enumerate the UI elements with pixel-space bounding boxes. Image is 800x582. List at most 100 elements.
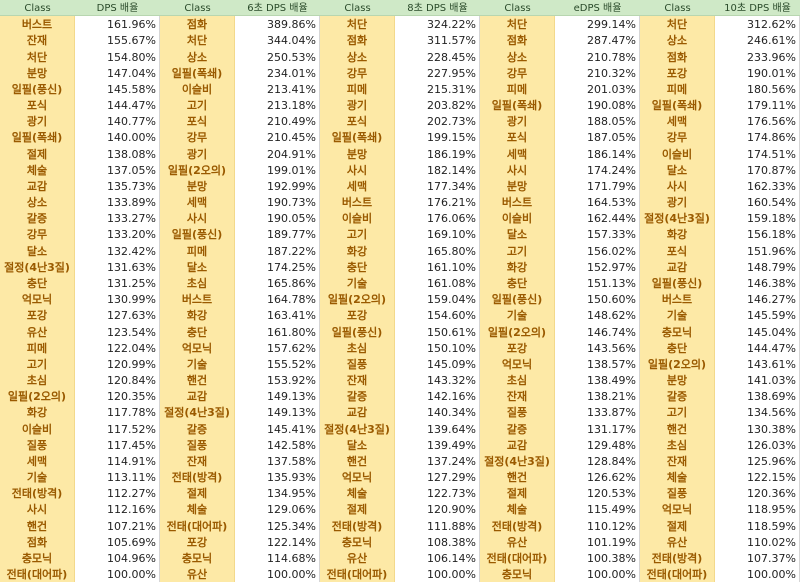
class-cell[interactable]: 체술 xyxy=(0,161,75,178)
class-cell[interactable]: 전태(방격) xyxy=(320,517,395,534)
class-cell[interactable]: 핸건 xyxy=(320,452,395,470)
class-cell[interactable]: 버스트 xyxy=(0,16,75,33)
class-cell[interactable]: 일필(풍신) xyxy=(0,80,75,98)
class-cell[interactable]: 초심 xyxy=(0,372,75,389)
class-cell[interactable]: 포식 xyxy=(320,113,395,130)
class-cell[interactable]: 일필(2오의) xyxy=(0,388,75,405)
class-cell[interactable]: 갈증 xyxy=(0,210,75,227)
value-cell[interactable]: 120.36% xyxy=(715,485,800,502)
class-cell[interactable]: 고기 xyxy=(640,404,715,421)
value-cell[interactable]: 187.05% xyxy=(555,129,640,146)
class-cell[interactable]: 일필(풍신) xyxy=(640,275,715,292)
value-cell[interactable]: 140.34% xyxy=(395,404,480,421)
value-cell[interactable]: 137.05% xyxy=(75,161,160,178)
value-cell[interactable]: 250.53% xyxy=(235,48,320,65)
value-cell[interactable]: 131.17% xyxy=(555,420,640,437)
value-cell[interactable]: 199.15% xyxy=(395,129,480,146)
value-cell[interactable]: 117.52% xyxy=(75,420,160,437)
value-cell[interactable]: 145.59% xyxy=(715,307,800,324)
value-cell[interactable]: 137.24% xyxy=(395,452,480,470)
value-cell[interactable]: 174.25% xyxy=(235,258,320,275)
class-cell[interactable]: 체술 xyxy=(160,501,235,518)
class-cell[interactable]: 갈증 xyxy=(160,420,235,437)
class-cell[interactable]: 세맥 xyxy=(0,452,75,470)
value-cell[interactable]: 149.13% xyxy=(235,404,320,421)
class-cell[interactable]: 일필(풍신) xyxy=(480,291,555,308)
class-cell[interactable]: 포강 xyxy=(640,64,715,81)
class-cell[interactable]: 일필(풍신) xyxy=(160,226,235,243)
class-cell[interactable]: 포강 xyxy=(480,339,555,356)
class-cell[interactable]: 이슬비 xyxy=(0,420,75,437)
class-cell[interactable]: 점화 xyxy=(640,48,715,65)
value-cell[interactable]: 100.00% xyxy=(555,566,640,582)
class-cell[interactable]: 포강 xyxy=(160,533,235,550)
class-cell[interactable]: 충단 xyxy=(0,275,75,292)
class-cell[interactable]: 체술 xyxy=(320,485,395,502)
value-cell[interactable]: 174.24% xyxy=(555,161,640,178)
class-cell[interactable]: 버스트 xyxy=(640,291,715,308)
value-cell[interactable]: 125.96% xyxy=(715,452,800,470)
value-cell[interactable]: 145.04% xyxy=(715,323,800,340)
class-cell[interactable]: 유산 xyxy=(160,566,235,582)
class-cell[interactable]: 세맥 xyxy=(160,194,235,211)
value-cell[interactable]: 147.04% xyxy=(75,64,160,81)
value-cell[interactable]: 161.10% xyxy=(395,258,480,275)
value-cell[interactable]: 171.79% xyxy=(555,177,640,195)
class-cell[interactable]: 일필(2오의) xyxy=(320,291,395,308)
class-cell[interactable]: 이슬비 xyxy=(640,145,715,162)
class-cell[interactable]: 질풍 xyxy=(640,485,715,502)
value-cell[interactable]: 161.80% xyxy=(235,323,320,340)
value-cell[interactable]: 202.73% xyxy=(395,113,480,130)
class-cell[interactable]: 분망 xyxy=(320,145,395,162)
class-cell[interactable]: 피메 xyxy=(480,80,555,98)
class-cell[interactable]: 초심 xyxy=(160,275,235,292)
value-cell[interactable]: 201.03% xyxy=(555,80,640,98)
value-cell[interactable]: 145.58% xyxy=(75,80,160,98)
value-cell[interactable]: 155.67% xyxy=(75,32,160,49)
value-cell[interactable]: 210.32% xyxy=(555,64,640,81)
class-cell[interactable]: 광기 xyxy=(480,113,555,130)
class-cell[interactable]: 기술 xyxy=(640,307,715,324)
value-cell[interactable]: 210.78% xyxy=(555,48,640,65)
class-cell[interactable]: 일필(폭쇄) xyxy=(640,97,715,114)
value-cell[interactable]: 130.38% xyxy=(715,420,800,437)
class-cell[interactable]: 핸건 xyxy=(480,469,555,486)
class-cell[interactable]: 강무 xyxy=(320,64,395,81)
class-cell[interactable]: 억모닉 xyxy=(320,469,395,486)
class-cell[interactable]: 초심 xyxy=(480,372,555,389)
class-cell[interactable]: 사시 xyxy=(480,161,555,178)
value-cell[interactable]: 157.62% xyxy=(235,339,320,356)
value-cell[interactable]: 144.47% xyxy=(75,97,160,114)
class-cell[interactable]: 충모닉 xyxy=(320,533,395,550)
value-cell[interactable]: 152.97% xyxy=(555,258,640,275)
class-cell[interactable]: 절정(4난3질) xyxy=(640,210,715,227)
value-cell[interactable]: 114.91% xyxy=(75,452,160,470)
class-cell[interactable]: 전태(대어파) xyxy=(480,549,555,567)
class-cell[interactable]: 핸건 xyxy=(640,420,715,437)
value-cell[interactable]: 146.74% xyxy=(555,323,640,340)
value-cell[interactable]: 170.87% xyxy=(715,161,800,178)
class-cell[interactable]: 화강 xyxy=(0,404,75,421)
class-cell[interactable]: 사시 xyxy=(160,210,235,227)
value-cell[interactable]: 120.99% xyxy=(75,355,160,373)
value-cell[interactable]: 117.45% xyxy=(75,436,160,453)
class-cell[interactable]: 기술 xyxy=(480,307,555,324)
value-cell[interactable]: 128.84% xyxy=(555,452,640,470)
class-cell[interactable]: 기술 xyxy=(0,469,75,486)
class-cell[interactable]: 처단 xyxy=(320,16,395,33)
value-cell[interactable]: 107.37% xyxy=(715,549,800,567)
class-cell[interactable]: 사시 xyxy=(320,161,395,178)
value-cell[interactable]: 108.38% xyxy=(395,533,480,550)
value-cell[interactable]: 179.11% xyxy=(715,97,800,114)
value-cell[interactable]: 114.68% xyxy=(235,549,320,567)
class-cell[interactable]: 강무 xyxy=(640,129,715,146)
class-cell[interactable]: 절정(4난3질) xyxy=(480,452,555,470)
class-cell[interactable]: 갈증 xyxy=(640,388,715,405)
value-cell[interactable]: 140.77% xyxy=(75,113,160,130)
value-cell[interactable]: 210.49% xyxy=(235,113,320,130)
class-cell[interactable]: 절제 xyxy=(640,517,715,534)
value-cell[interactable]: 143.61% xyxy=(715,355,800,373)
class-cell[interactable]: 처단 xyxy=(0,48,75,65)
value-cell[interactable]: 150.61% xyxy=(395,323,480,340)
class-cell[interactable]: 전태(대어파) xyxy=(320,566,395,582)
